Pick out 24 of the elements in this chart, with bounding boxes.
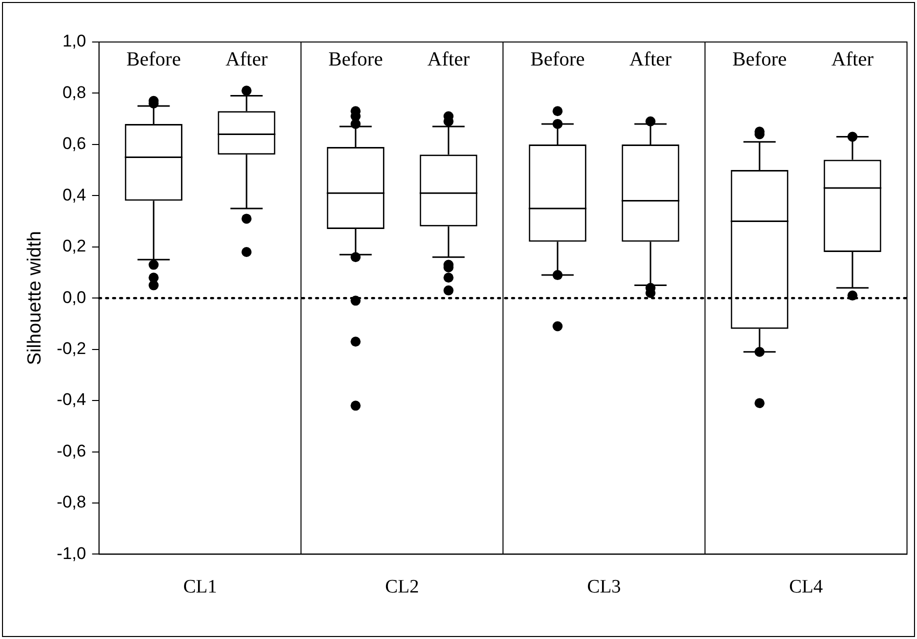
text: After	[629, 48, 672, 70]
y-tick-label: -0,8	[56, 492, 86, 512]
text: Before	[328, 48, 383, 70]
y-tick-label: 1,0	[62, 32, 86, 51]
y-tick-label: 0,0	[62, 288, 86, 307]
text: Before	[732, 48, 787, 70]
text: After	[225, 48, 268, 70]
y-tick-label: -1,0	[56, 544, 86, 563]
text: Before	[530, 48, 585, 70]
y-tick-label: 0,8	[62, 82, 86, 102]
x-tick-label: CL3	[587, 576, 621, 598]
y-tick-label: -0,6	[56, 441, 86, 460]
x-tick-label: CL2	[385, 576, 419, 598]
x-tick-label: CL1	[183, 576, 217, 598]
text: Before	[126, 48, 181, 70]
x-tick-label: CL4	[789, 576, 824, 598]
y-tick-label: 0,2	[62, 236, 86, 256]
text: After	[831, 48, 874, 70]
y-tick-label: -0,4	[56, 390, 86, 410]
y-tick-label: 0,6	[62, 134, 86, 154]
text: After	[427, 48, 470, 70]
y-axis-title: Silhouette width	[24, 231, 46, 366]
y-tick-label: 0,4	[62, 185, 86, 204]
y-tick-label: -0,2	[56, 339, 86, 358]
